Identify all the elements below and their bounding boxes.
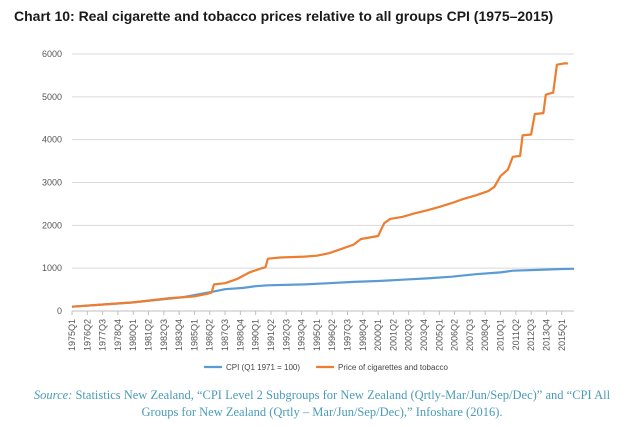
x-tick-label: 2001Q2 [388,319,398,351]
x-tick-label: 2006Q2 [450,319,460,351]
x-tick-label: 2008Q4 [480,319,490,351]
x-tick-label: 2011Q2 [511,319,521,350]
series-lines [71,62,575,308]
x-tick-label: 2010Q1 [496,319,506,351]
x-tick-label: 1992Q3 [281,319,291,351]
x-tick-label: 2003Q4 [419,319,429,351]
x-tick-label: 1983Q4 [174,319,184,351]
x-tick-label: 1988Q4 [235,319,245,351]
x-tick-label: 1996Q2 [327,319,337,351]
x-tick-label: 1991Q2 [266,319,276,351]
x-tick-label: 2002Q3 [404,319,414,351]
y-axis-ticks: 0 1000 2000 3000 4000 5000 6000 [42,49,62,316]
y-tick-label: 1000 [42,263,62,273]
legend: CPI (Q1 1971 = 100) Price of cigarettes a… [204,363,448,372]
gridlines [72,53,574,269]
y-tick-label: 5000 [42,92,62,102]
x-tick-label: 1990Q1 [251,319,261,351]
x-tick-label: 1982Q3 [159,319,169,351]
x-axis-ticks: 1975Q1 1976Q2 1977Q3 1978Q4 1980Q1 1981Q2 1982… [67,311,567,351]
x-tick-label: 1986Q2 [205,319,215,351]
legend-label: CPI (Q1 1971 = 100) [226,363,300,372]
legend-label: Price of cigarettes and tobacco [338,363,448,372]
x-tick-label: 2012Q3 [526,319,536,351]
x-tick-label: 2005Q1 [434,319,444,351]
x-tick-label: 2007Q3 [465,319,475,351]
y-tick-label: 0 [57,306,62,316]
source-text: Statistics New Zealand, “CPI Level 2 Sub… [72,388,611,419]
chart-title: Chart 10: Real cigarette and tobacco pri… [14,8,554,24]
x-tick-label: 1987Q3 [220,319,230,351]
x-tick-label: 1997Q3 [342,319,352,351]
x-tick-label: 2000Q1 [373,319,383,351]
source-label: Source: [33,388,73,402]
y-tick-label: 6000 [42,49,62,59]
x-tick-label: 1977Q3 [98,319,108,351]
x-tick-label: 2015Q1 [557,319,567,351]
x-tick-label: 1976Q2 [82,319,92,351]
series-line-cpi [71,267,575,308]
y-tick-label: 3000 [42,178,62,188]
x-tick-label: 1985Q1 [189,319,199,351]
x-tick-label: 1975Q1 [67,319,77,351]
x-tick-label: 1993Q4 [297,319,307,351]
y-tick-label: 2000 [42,220,62,230]
source-note: Source: Statistics New Zealand, “CPI Lev… [18,387,626,421]
x-tick-label: 1980Q1 [128,319,138,351]
x-tick-label: 1995Q1 [312,319,322,351]
y-tick-label: 4000 [42,135,62,145]
x-tick-label: 1998Q4 [358,319,368,351]
series-line-tobacco-price [71,62,568,308]
x-tick-label: 2013Q4 [541,319,551,351]
x-tick-label: 1978Q4 [113,319,123,351]
x-tick-label: 1981Q2 [144,319,154,351]
